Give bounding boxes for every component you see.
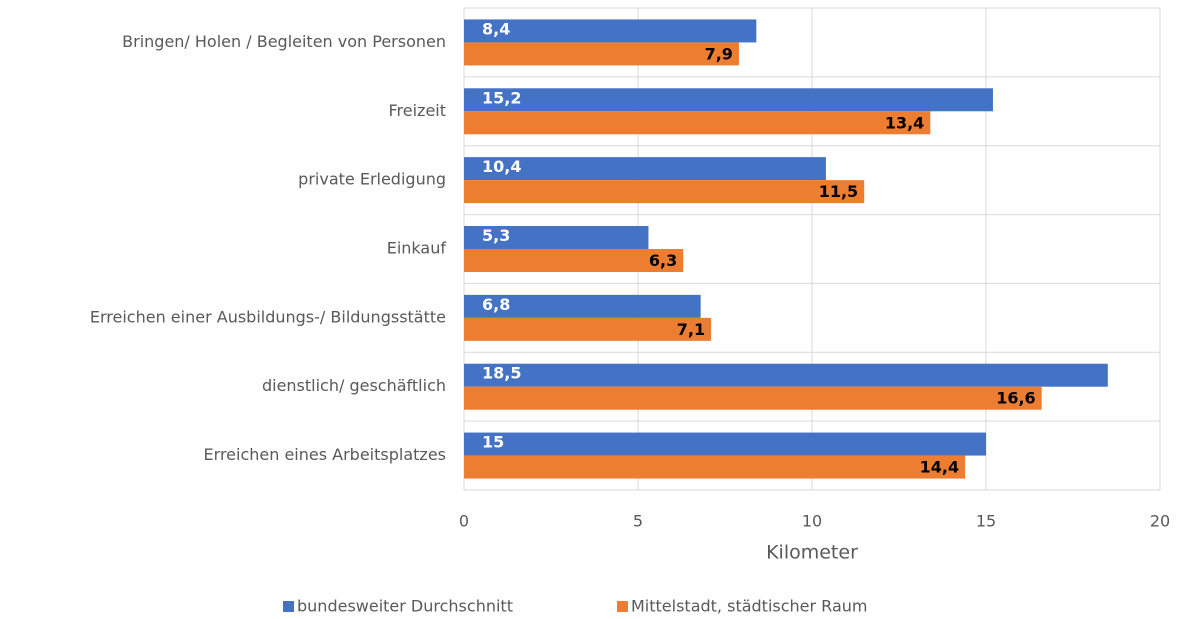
legend-label: bundesweiter Durchschnitt: [297, 597, 513, 616]
data-label: 7,9: [705, 44, 733, 63]
y-tick-label: private Erledigung: [298, 170, 446, 189]
bar: [464, 157, 826, 181]
x-tick-label: 0: [459, 512, 469, 531]
x-tick-label: 5: [633, 512, 643, 531]
bar: [464, 111, 931, 135]
bar: [464, 455, 966, 479]
data-label: 15,2: [482, 88, 521, 107]
bar: [464, 19, 757, 43]
y-tick-label: Bringen/ Holen / Begleiten von Personen: [122, 32, 446, 51]
data-label: 8,4: [482, 19, 510, 38]
bar: [464, 226, 649, 249]
y-tick-label: Erreichen einer Ausbildungs-/ Bildungsst…: [90, 307, 446, 326]
bar: [464, 294, 701, 318]
bar: [464, 88, 993, 112]
data-label: 6,3: [649, 251, 677, 270]
data-label: 15: [482, 433, 504, 452]
bar: [464, 249, 684, 272]
data-label: 11,5: [819, 182, 858, 201]
legend-label: Mittelstadt, städtischer Raum: [631, 597, 867, 616]
x-axis-title: Kilometer: [766, 542, 858, 564]
data-label: 16,6: [996, 389, 1035, 408]
data-label: 13,4: [885, 113, 924, 132]
data-label: 6,8: [482, 295, 510, 314]
bar: [464, 363, 1108, 387]
bar: [464, 317, 712, 341]
bar: [464, 432, 986, 456]
data-label: 10,4: [482, 157, 521, 176]
x-tick-label: 10: [802, 512, 822, 531]
x-tick-label: 20: [1150, 512, 1170, 531]
data-label: 5,3: [482, 226, 510, 245]
y-tick-label: dienstlich/ geschäftlich: [262, 376, 446, 395]
y-tick-label: Einkauf: [387, 239, 447, 258]
y-tick-label: Freizeit: [388, 101, 446, 120]
y-tick-label: Erreichen eines Arbeitsplatzes: [204, 445, 446, 464]
bar: [464, 386, 1042, 410]
legend-swatch: [283, 601, 294, 612]
data-label: 14,4: [920, 458, 959, 477]
bar: [464, 42, 739, 66]
x-tick-label: 15: [976, 512, 996, 531]
bar: [464, 180, 865, 204]
legend-swatch: [617, 601, 628, 612]
data-label: 7,1: [677, 320, 705, 339]
data-label: 18,5: [482, 364, 521, 383]
